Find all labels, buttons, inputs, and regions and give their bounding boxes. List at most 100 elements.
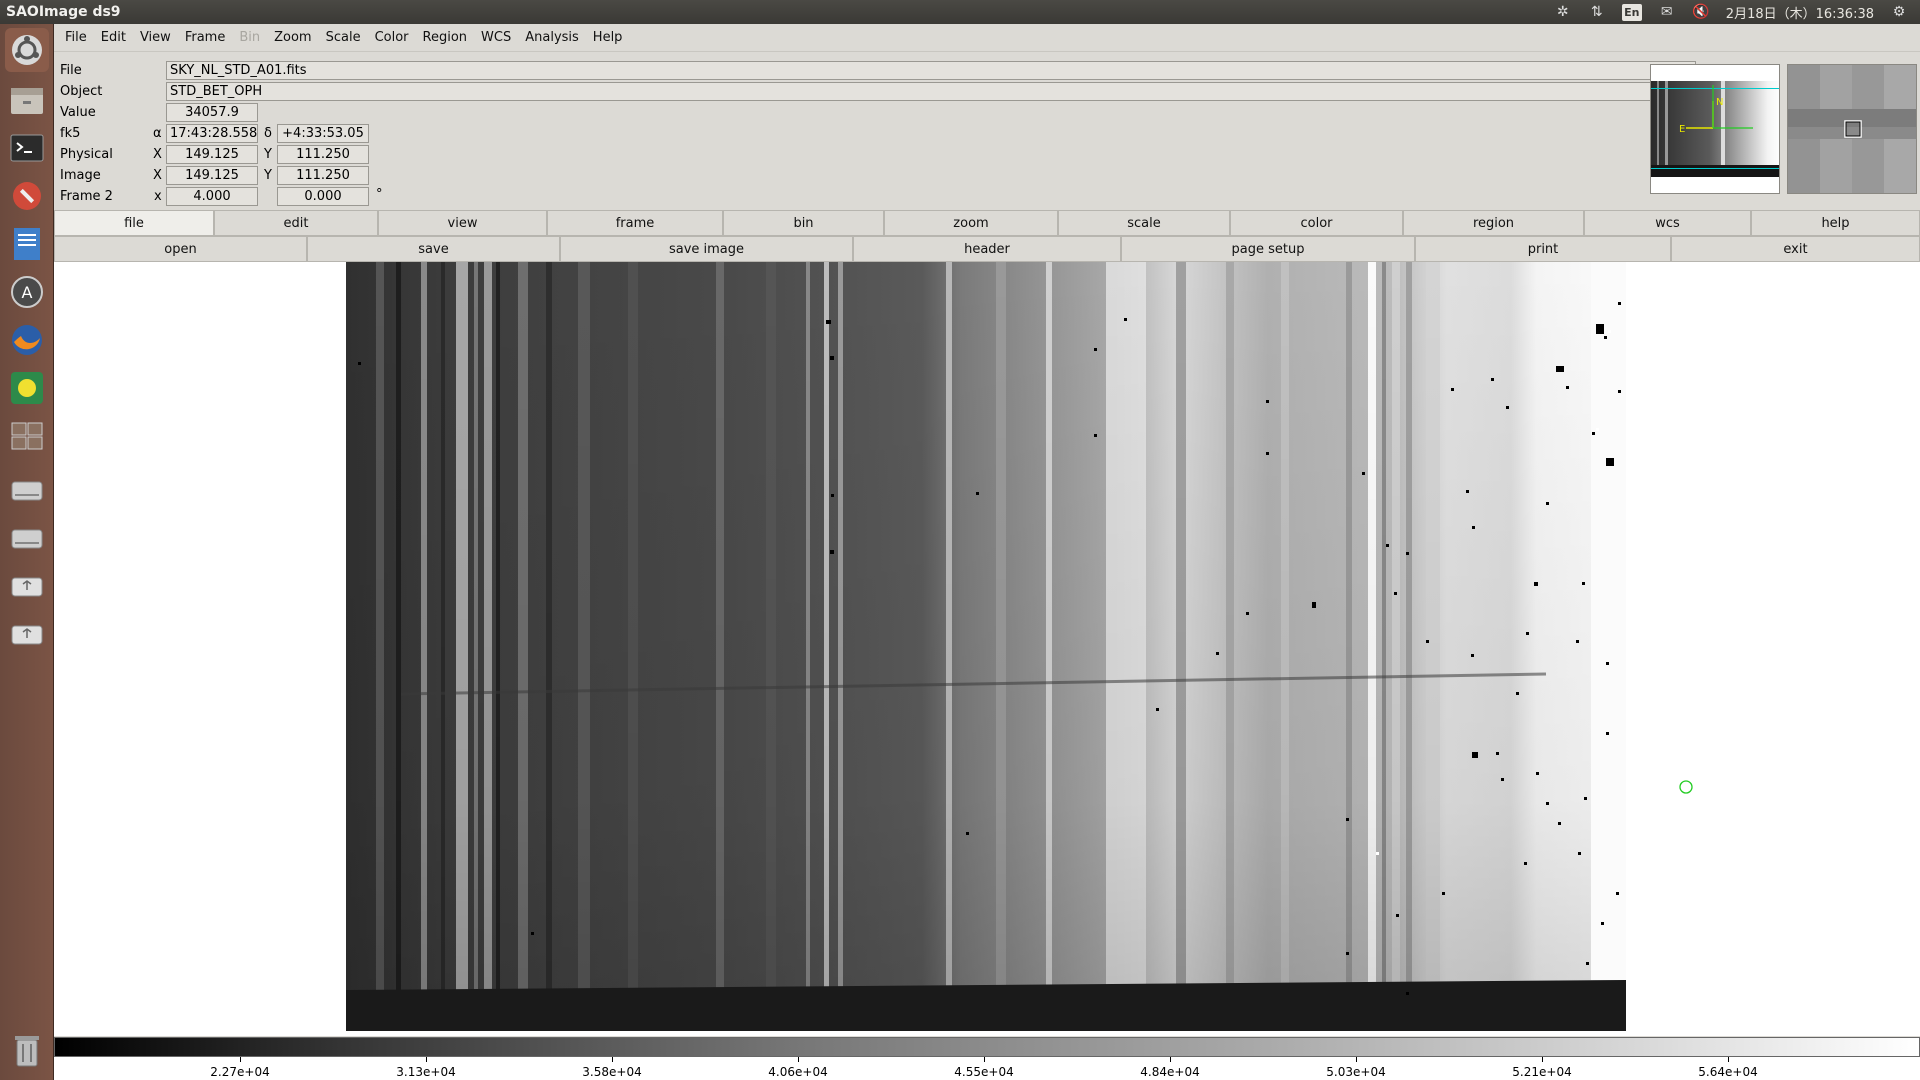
panner-view-box-bottom bbox=[1651, 168, 1779, 169]
drive-icon-2[interactable] bbox=[5, 516, 49, 560]
button-view[interactable]: view bbox=[378, 210, 547, 236]
button-wcs[interactable]: wcs bbox=[1584, 210, 1751, 236]
colorbar-tick-mark bbox=[1728, 1057, 1729, 1062]
menu-view[interactable]: View bbox=[139, 29, 171, 45]
colorbar-tick-label: 5.64e+04 bbox=[1698, 1065, 1758, 1079]
region-circle[interactable] bbox=[1678, 779, 1694, 795]
frame-angle-field[interactable]: 0.000 bbox=[277, 187, 369, 206]
astronomy-app-icon[interactable] bbox=[5, 366, 49, 410]
hot-pixels bbox=[1376, 330, 1611, 855]
colorbar-tick-label: 3.58e+04 bbox=[582, 1065, 642, 1079]
compass-east-label: E bbox=[1679, 124, 1685, 135]
button-bin[interactable]: bin bbox=[723, 210, 884, 236]
system-tools-icon[interactable] bbox=[5, 174, 49, 218]
button-file[interactable]: file bbox=[54, 210, 214, 236]
button-bar-minor: open save save image header page setup print e… bbox=[54, 236, 1920, 262]
file-row: File SKY_NL_STD_A01.fits bbox=[54, 61, 1696, 81]
colorbar-tick-mark bbox=[984, 1057, 985, 1062]
frame-zoom-field[interactable]: 4.000 bbox=[166, 187, 258, 206]
image-y-field[interactable]: 111.250 bbox=[277, 166, 369, 185]
button-print[interactable]: print bbox=[1415, 236, 1671, 262]
alpha-field[interactable]: 17:43:28.558 bbox=[166, 124, 258, 143]
menu-help[interactable]: Help bbox=[592, 29, 623, 45]
menu-region[interactable]: Region bbox=[422, 29, 468, 45]
menu-color[interactable]: Color bbox=[374, 29, 409, 45]
menu-scale[interactable]: Scale bbox=[325, 29, 361, 45]
system-indicators: ✲ ⇅ En ✉ 🔇 2月18日（木）16:36:38 ⚙ bbox=[1554, 3, 1920, 22]
button-region[interactable]: region bbox=[1403, 210, 1584, 236]
degree-symbol: ° bbox=[376, 187, 383, 202]
image-canvas[interactable] bbox=[54, 262, 1920, 1036]
info-panel: File SKY_NL_STD_A01.fits Object STD_BET_… bbox=[54, 53, 1696, 206]
button-zoom[interactable]: zoom bbox=[884, 210, 1058, 236]
button-exit[interactable]: exit bbox=[1671, 236, 1920, 262]
button-help[interactable]: help bbox=[1751, 210, 1920, 236]
menu-bin[interactable]: Bin bbox=[239, 29, 261, 45]
colorbar-tick-mark bbox=[1356, 1057, 1357, 1062]
value-field[interactable]: 34057.9 bbox=[166, 103, 258, 122]
files-icon[interactable] bbox=[5, 78, 49, 122]
menu-edit[interactable]: Edit bbox=[100, 29, 126, 45]
delta-symbol: δ bbox=[264, 126, 272, 141]
wcs-system-label: fk5 bbox=[60, 126, 81, 141]
menu-file[interactable]: File bbox=[65, 29, 87, 45]
image-x-field[interactable]: 149.125 bbox=[166, 166, 258, 185]
image-label: Image bbox=[60, 168, 101, 183]
button-edit[interactable]: edit bbox=[214, 210, 378, 236]
menu-frame[interactable]: Frame bbox=[184, 29, 226, 45]
value-label: Value bbox=[60, 105, 96, 120]
object-field[interactable]: STD_BET_OPH bbox=[166, 82, 1696, 101]
button-header[interactable]: header bbox=[853, 236, 1121, 262]
drive-icon[interactable] bbox=[5, 468, 49, 512]
colorbar-tick-mark bbox=[798, 1057, 799, 1062]
bad-pixels bbox=[358, 302, 1621, 995]
button-save[interactable]: save bbox=[307, 236, 560, 262]
colorbar-tick-label: 4.55e+04 bbox=[954, 1065, 1014, 1079]
colorbar[interactable] bbox=[54, 1037, 1920, 1057]
colorbar-tick-mark bbox=[1542, 1057, 1543, 1062]
menu-zoom[interactable]: Zoom bbox=[274, 29, 312, 45]
image-x-symbol: X bbox=[153, 168, 162, 183]
file-field[interactable]: SKY_NL_STD_A01.fits bbox=[166, 61, 1696, 80]
physical-row: Physical X 149.125 Y 111.250 bbox=[54, 145, 1654, 165]
delta-field[interactable]: +4:33:53.05 bbox=[277, 124, 369, 143]
magnifier-image bbox=[1788, 65, 1916, 193]
colorbar-ticks: 2.27e+04 3.13e+04 3.58e+04 4.06e+04 4.55e+04… bbox=[54, 1057, 1920, 1080]
file-label: File bbox=[60, 63, 82, 78]
mail-icon[interactable]: ✉ bbox=[1660, 4, 1673, 20]
ubuntu-dash-icon[interactable] bbox=[5, 28, 49, 72]
button-open[interactable]: open bbox=[54, 236, 307, 262]
physical-x-field[interactable]: 149.125 bbox=[166, 145, 258, 164]
trash-icon[interactable] bbox=[5, 1028, 49, 1072]
software-center-icon[interactable]: A bbox=[5, 270, 49, 314]
menu-wcs[interactable]: WCS bbox=[481, 29, 512, 45]
colorbar-tick-label: 3.13e+04 bbox=[396, 1065, 456, 1079]
svg-text:A: A bbox=[22, 283, 33, 302]
bottom-dark-band bbox=[346, 980, 1626, 1031]
button-page-setup[interactable]: page setup bbox=[1121, 236, 1415, 262]
network-icon[interactable]: ✲ bbox=[1556, 4, 1569, 20]
value-row: Value 34057.9 bbox=[54, 103, 1654, 123]
physical-x-symbol: X bbox=[153, 147, 162, 162]
menu-analysis[interactable]: Analysis bbox=[525, 29, 579, 45]
physical-y-symbol: Y bbox=[264, 147, 272, 162]
keyboard-language-indicator[interactable]: En bbox=[1621, 3, 1642, 21]
terminal-icon[interactable] bbox=[5, 126, 49, 170]
button-scale[interactable]: scale bbox=[1058, 210, 1230, 236]
button-save-image[interactable]: save image bbox=[560, 236, 853, 262]
firefox-icon[interactable] bbox=[5, 318, 49, 362]
text-editor-icon[interactable] bbox=[5, 222, 49, 266]
button-frame[interactable]: frame bbox=[547, 210, 723, 236]
workspace-switcher-icon[interactable] bbox=[5, 414, 49, 458]
transfer-icon[interactable]: ⇅ bbox=[1590, 4, 1603, 20]
panner-thumbnail[interactable]: N E bbox=[1650, 64, 1780, 194]
fits-image[interactable] bbox=[346, 262, 1626, 1031]
sky-emission-line bbox=[400, 672, 1547, 696]
button-color[interactable]: color bbox=[1230, 210, 1403, 236]
settings-gear-icon[interactable]: ⚙ bbox=[1892, 4, 1906, 20]
usb-drive-icon[interactable] bbox=[5, 564, 49, 608]
usb-drive-icon-2[interactable] bbox=[5, 612, 49, 656]
volume-muted-icon[interactable]: 🔇 bbox=[1692, 4, 1710, 20]
clock[interactable]: 2月18日（木）16:36:38 bbox=[1725, 6, 1874, 22]
physical-y-field[interactable]: 111.250 bbox=[277, 145, 369, 164]
